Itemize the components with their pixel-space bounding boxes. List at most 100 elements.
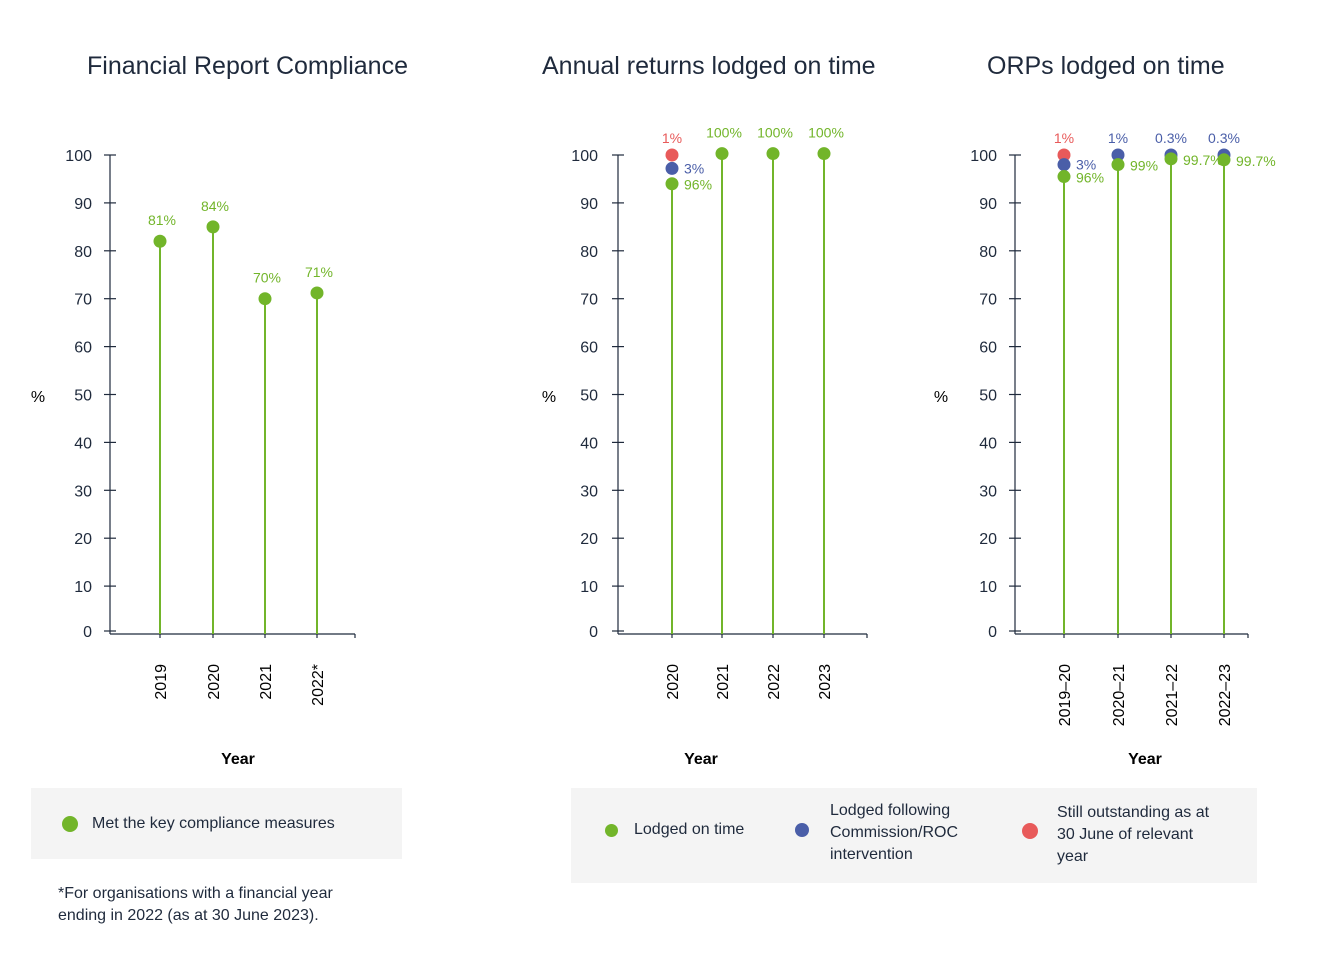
data-point-green: [1164, 152, 1178, 166]
y-tick-label: 30: [580, 483, 598, 500]
y-tick-label: 70: [74, 292, 92, 309]
chart-title-annual-returns: Annual returns lodged on time: [542, 52, 876, 80]
data-label-green: 71%: [305, 264, 333, 280]
y-axis-label: %: [934, 389, 948, 406]
legend-lodgement: Lodged on time Lodged following Commissi…: [571, 788, 1257, 883]
data-point-green: [153, 234, 167, 248]
y-tick-label: 50: [74, 388, 92, 405]
y-tick-label: 40: [74, 435, 92, 452]
y-tick-label: 100: [65, 148, 92, 165]
x-tick-label: 2020: [665, 664, 682, 700]
x-tick-label: 2023: [817, 664, 834, 700]
data-label-green: 100%: [808, 125, 844, 141]
data-point-green: [817, 147, 831, 161]
chart-title-orps: ORPs lodged on time: [987, 52, 1225, 80]
y-tick-label: 70: [979, 292, 997, 309]
y-axis-label: %: [542, 389, 556, 406]
legend-green-dot-icon: [62, 816, 78, 832]
y-tick-label: 50: [979, 388, 997, 405]
legend-blue-dot-icon: [795, 823, 809, 837]
data-label-blue: 0.3%: [1155, 130, 1187, 146]
y-tick-label: 10: [979, 579, 997, 596]
data-label-green: 96%: [1076, 170, 1104, 186]
y-tick-label: 0: [988, 624, 997, 641]
data-point-green: [310, 286, 324, 300]
data-point-red: [665, 148, 679, 162]
y-tick-label: 20: [979, 531, 997, 548]
y-tick-label: 80: [74, 244, 92, 261]
legend-financial-report: Met the key compliance measures: [31, 788, 402, 859]
data-point-blue: [665, 161, 679, 175]
y-tick-label: 70: [580, 292, 598, 309]
x-tick-label: 2022: [766, 664, 783, 700]
data-point-green: [715, 147, 729, 161]
x-tick-label: 2021: [715, 664, 732, 700]
x-tick-label: 2021: [258, 664, 275, 700]
data-label-green: 81%: [148, 212, 176, 228]
data-label-blue: 0.3%: [1208, 130, 1240, 146]
data-label-blue: 3%: [684, 160, 704, 176]
data-label-red: 1%: [1054, 130, 1074, 146]
x-axis-label: Year: [221, 751, 255, 768]
y-tick-label: 60: [580, 340, 598, 357]
data-label-green: 99%: [1130, 158, 1158, 174]
data-point-green: [1057, 170, 1071, 184]
data-label-green: 100%: [706, 125, 742, 141]
y-axis-label: %: [31, 389, 45, 406]
data-label-blue: 3%: [1076, 157, 1096, 173]
y-tick-label: 20: [74, 531, 92, 548]
x-tick-label: 2020–21: [1111, 664, 1128, 726]
data-label-green: 84%: [201, 198, 229, 214]
y-tick-label: 40: [979, 435, 997, 452]
data-point-green: [258, 292, 272, 306]
y-tick-label: 80: [979, 244, 997, 261]
legend-label-met: Met the key compliance measures: [92, 815, 335, 832]
data-label-green: 99.7%: [1236, 153, 1276, 169]
data-label-green: 70%: [253, 270, 281, 286]
y-tick-label: 90: [580, 196, 598, 213]
y-tick-label: 10: [580, 579, 598, 596]
y-tick-label: 90: [979, 196, 997, 213]
y-tick-label: 30: [979, 483, 997, 500]
x-tick-label: 2022–23: [1217, 664, 1234, 726]
legend-label-intervention: Lodged following Commission/ROC interven…: [830, 802, 959, 863]
data-point-green: [665, 177, 679, 191]
x-axis-label: Year: [684, 751, 718, 768]
data-label-green: 100%: [757, 125, 793, 141]
data-point-blue: [1057, 158, 1071, 172]
data-point-green: [206, 220, 220, 234]
y-tick-label: 80: [580, 244, 598, 261]
y-tick-label: 50: [580, 388, 598, 405]
y-tick-label: 20: [580, 531, 598, 548]
legend-label-outstanding: Still outstanding as at 30 June of relev…: [1057, 804, 1210, 865]
y-tick-label: 0: [589, 624, 598, 641]
data-label-green: 96%: [684, 177, 712, 193]
x-tick-label: 2019: [153, 664, 170, 700]
y-tick-label: 10: [74, 579, 92, 596]
y-tick-label: 30: [74, 483, 92, 500]
data-point-green: [1111, 158, 1125, 172]
data-point-red: [1057, 148, 1071, 162]
data-point-green: [1217, 153, 1231, 167]
x-tick-label: 2020: [206, 664, 223, 700]
data-point-blue: [1111, 148, 1125, 162]
x-tick-label: 2021–22: [1164, 664, 1181, 726]
x-axis-label: Year: [1128, 751, 1162, 768]
data-point-green: [766, 147, 780, 161]
data-label-blue: 1%: [1108, 130, 1128, 146]
footnote: *For organisations with a financial year…: [58, 885, 333, 924]
y-tick-label: 100: [970, 148, 997, 165]
y-tick-label: 100: [571, 148, 598, 165]
y-tick-label: 60: [74, 340, 92, 357]
y-tick-label: 90: [74, 196, 92, 213]
legend-green-dot-icon: [605, 824, 618, 837]
data-label-red: 1%: [662, 130, 682, 146]
legend-label-on-time: Lodged on time: [634, 821, 745, 838]
y-tick-label: 0: [83, 624, 92, 641]
x-tick-label: 2019–20: [1057, 664, 1074, 726]
data-label-green: 99.7%: [1183, 152, 1223, 168]
y-tick-label: 40: [580, 435, 598, 452]
y-tick-label: 60: [979, 340, 997, 357]
chart-title-financial-report: Financial Report Compliance: [87, 52, 408, 80]
